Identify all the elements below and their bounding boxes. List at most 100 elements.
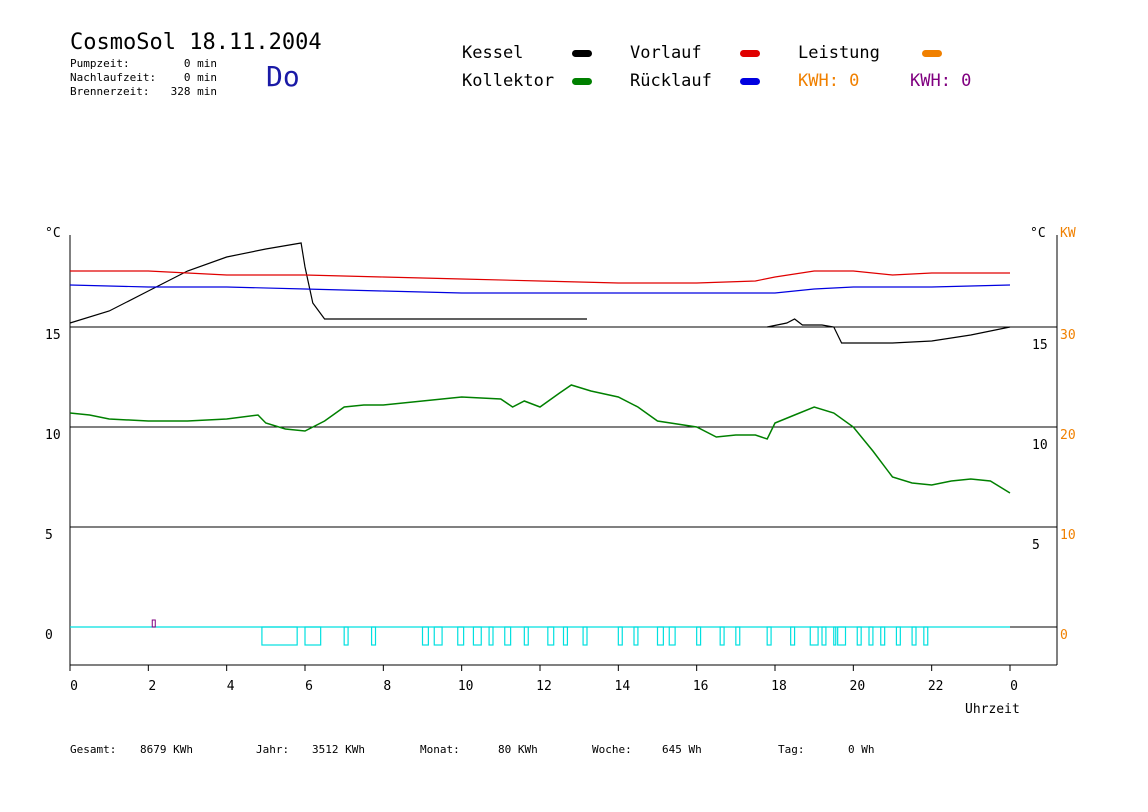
legend-label-vorlauf: Vorlauf — [630, 43, 702, 63]
legend-swatch-vorlauf — [740, 50, 760, 57]
footer-value-jahr: 3512 KWh — [312, 743, 365, 756]
pump-pulse — [735, 626, 741, 646]
x-tick-label: 2 — [148, 679, 156, 694]
y-tick-label-right-c: 10 — [1032, 438, 1048, 453]
legend-label-ruecklauf: Rücklauf — [630, 71, 712, 91]
y-tick-label-left: 5 — [45, 528, 53, 543]
x-tick-label: 6 — [305, 679, 313, 694]
pump-pulse — [696, 626, 702, 646]
y-tick-label-right-c: 5 — [1032, 538, 1040, 553]
footer-value-woche: 645 Wh — [662, 743, 702, 756]
pump-pulse — [821, 626, 827, 646]
legend-label-kollektor: Kollektor — [462, 71, 555, 91]
legend-label-leistung: Leistung — [798, 43, 880, 63]
pump-pulse — [617, 626, 623, 646]
footer-value-tag: 0 Wh — [848, 743, 875, 756]
legend-swatch-kollektor — [572, 78, 592, 85]
pump-pulse — [488, 626, 494, 646]
legend-swatch-kessel — [572, 50, 592, 57]
kwh-purple: KWH: 0 — [910, 71, 972, 91]
footer-label-monat: Monat: — [420, 743, 460, 756]
y-tick-label-left: 10 — [45, 428, 61, 443]
pump-pulse — [833, 626, 837, 646]
series-line-kollektor — [69, 384, 1011, 494]
info-label: Pumpzeit: — [70, 57, 130, 70]
pump-pulse — [895, 626, 901, 646]
series-line-vorlauf — [70, 270, 1010, 284]
info-line-brenner: Brennerzeit: — [70, 85, 149, 99]
legend-swatch-ruecklauf — [740, 78, 760, 85]
right-axis-unit-kw: KW — [1060, 226, 1076, 241]
x-tick-label: 0 — [1010, 679, 1018, 694]
x-tick-label: 16 — [693, 679, 709, 694]
pump-pulse — [880, 626, 886, 646]
info-label: Brennerzeit: — [70, 85, 150, 98]
pump-pulse — [923, 626, 929, 646]
y-tick-label-left: 0 — [45, 628, 53, 643]
pump-pulse — [766, 626, 772, 646]
x-tick-label: 4 — [227, 679, 235, 694]
info-value: 328 min — [170, 85, 217, 98]
pump-pulse — [504, 626, 512, 646]
pump-pulse — [868, 626, 874, 646]
pump-pulse — [370, 626, 377, 646]
info-value: 0 min — [183, 71, 217, 84]
footer-label-tag: Tag: — [778, 743, 805, 756]
weekday-label: Do — [266, 60, 300, 93]
series-line-kessel — [69, 242, 1011, 344]
y-tick-label-right-kw: 0 — [1060, 628, 1068, 643]
x-tick-label: 10 — [458, 679, 474, 694]
x-tick-label: 8 — [383, 679, 391, 694]
pump-pulse — [582, 626, 588, 646]
pump-pulse — [668, 626, 676, 646]
y-tick-label-right-kw: 10 — [1060, 528, 1076, 543]
pump-pulse — [343, 626, 349, 646]
kwh-orange: KWH: 0 — [798, 71, 860, 91]
pump-pulse — [719, 626, 725, 646]
pump-pulse — [304, 626, 322, 646]
series-line-rcklauf — [69, 284, 1011, 294]
pump-pulse — [433, 626, 443, 646]
legend-swatch-leistung — [922, 50, 942, 57]
pump-pulse — [523, 626, 529, 646]
x-tick-label: 20 — [850, 679, 866, 694]
y-tick-label-right-kw: 20 — [1060, 428, 1076, 443]
footer-value-monat: 80 KWh — [498, 743, 538, 756]
right-axis-unit-c: °C — [1030, 226, 1046, 241]
pump-pulse — [261, 626, 298, 646]
pump-pulse — [656, 626, 664, 646]
pump-pulse — [633, 626, 639, 646]
info-line-nachlauf: Nachlaufzeit: — [70, 71, 156, 85]
x-tick-label: 18 — [771, 679, 787, 694]
info-value: 0 min — [183, 57, 217, 70]
footer-value-gesamt: 8679 KWh — [140, 743, 193, 756]
x-tick-label: 12 — [536, 679, 552, 694]
info-label: Nachlaufzeit: — [70, 71, 157, 84]
chart-title: CosmoSol 18.11.2004 — [70, 30, 322, 55]
y-tick-label-right-kw: 30 — [1060, 328, 1076, 343]
footer-label-woche: Woche: — [592, 743, 632, 756]
x-axis-label: Uhrzeit — [965, 702, 1020, 717]
pump-pulse — [421, 626, 429, 646]
y-tick-label-left: 15 — [45, 328, 61, 343]
legend-label-kessel: Kessel — [462, 43, 524, 63]
info-line-pump: Pumpzeit: — [70, 57, 130, 71]
x-tick-label: 22 — [928, 679, 944, 694]
pump-pulse — [457, 626, 465, 646]
y-tick-label-right-c: 15 — [1032, 338, 1048, 353]
pump-pulse — [856, 626, 862, 646]
pump-pulse — [809, 626, 819, 646]
x-tick-label: 0 — [70, 679, 78, 694]
x-tick-label: 14 — [615, 679, 631, 694]
footer-label-gesamt: Gesamt: — [70, 743, 117, 756]
pump-pulse — [472, 626, 482, 646]
pump-pulse — [562, 626, 569, 646]
footer-label-jahr: Jahr: — [256, 743, 290, 756]
left-axis-unit: °C — [45, 226, 61, 241]
pump-pulse — [790, 626, 796, 646]
pump-pulse — [911, 626, 917, 646]
pump-pulse — [837, 626, 847, 646]
burner-marker — [151, 619, 156, 628]
pump-pulse — [547, 626, 555, 646]
